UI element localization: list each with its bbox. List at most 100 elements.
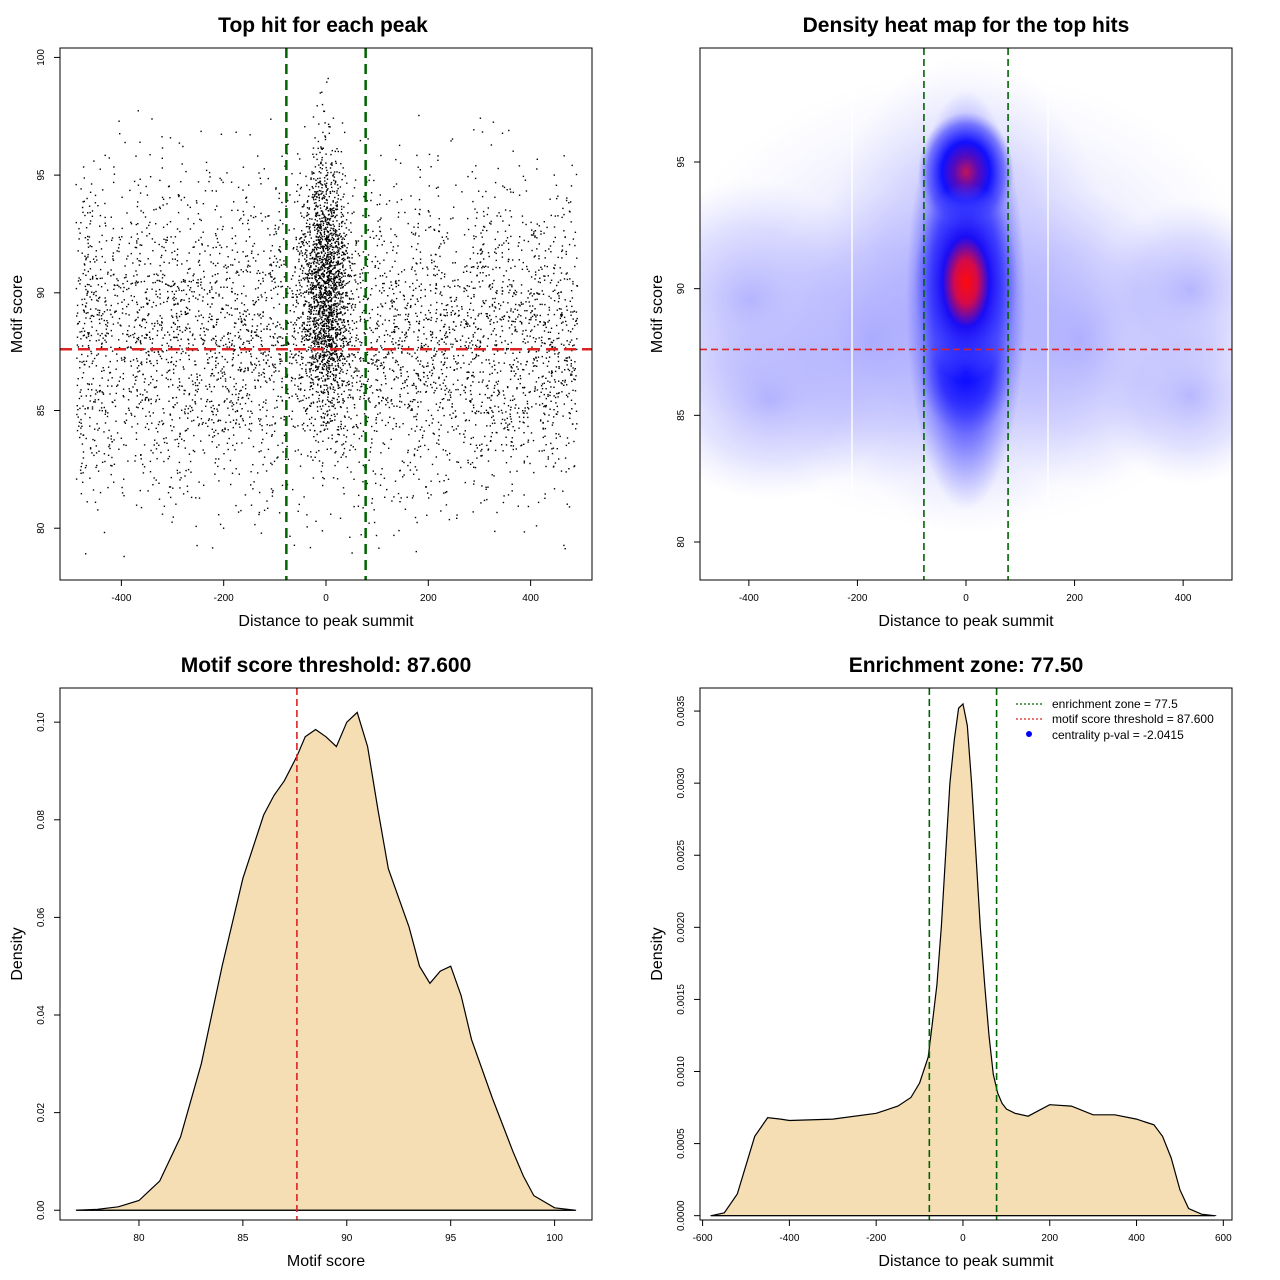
scatter-point bbox=[324, 226, 327, 229]
scatter-point bbox=[230, 344, 233, 347]
scatter-point bbox=[128, 390, 131, 392]
scatter-point bbox=[343, 344, 345, 347]
scatter-point bbox=[497, 231, 499, 233]
scatter-point bbox=[398, 529, 400, 532]
scatter-point bbox=[335, 271, 337, 273]
scatter-point bbox=[136, 274, 138, 276]
scatter-point bbox=[297, 385, 299, 388]
scatter-point bbox=[152, 301, 155, 304]
scatter-point bbox=[227, 389, 230, 391]
scatter-point bbox=[104, 282, 106, 285]
scatter-point bbox=[348, 257, 351, 259]
scatter-point bbox=[438, 343, 440, 346]
scatter-point bbox=[316, 358, 318, 361]
scatter-point bbox=[326, 182, 328, 184]
scatter-point bbox=[331, 324, 333, 327]
scatter-point bbox=[346, 252, 348, 254]
scatter-point bbox=[333, 255, 335, 257]
scatter-point bbox=[450, 343, 452, 345]
scatter-point bbox=[424, 288, 426, 291]
scatter-point bbox=[325, 166, 327, 169]
scatter-point bbox=[510, 324, 513, 326]
scatter-point bbox=[257, 270, 259, 272]
scatter-point bbox=[429, 330, 432, 333]
scatter-point bbox=[562, 321, 564, 323]
scatter-point bbox=[82, 405, 84, 407]
scatter-point bbox=[327, 413, 329, 416]
scatter-point bbox=[494, 368, 496, 371]
scatter-point bbox=[338, 256, 341, 258]
scatter-point bbox=[353, 274, 355, 277]
scatter-point bbox=[412, 233, 414, 235]
scatter-point bbox=[147, 350, 149, 353]
scatter-point bbox=[75, 287, 78, 290]
scatter-point bbox=[253, 481, 255, 483]
scatter-point bbox=[265, 402, 267, 404]
scatter-point bbox=[331, 315, 333, 317]
scatter-point bbox=[134, 376, 136, 378]
scatter-point bbox=[406, 335, 408, 338]
scatter-point bbox=[305, 333, 307, 336]
scatter-point bbox=[318, 307, 321, 309]
scatter-point bbox=[327, 236, 329, 239]
scatter-point bbox=[305, 241, 307, 243]
scatter-point bbox=[107, 385, 109, 387]
scatter-point bbox=[336, 220, 338, 222]
scatter-point bbox=[551, 341, 554, 344]
scatter-point bbox=[325, 315, 327, 317]
scatter-point bbox=[300, 241, 303, 243]
scatter-point bbox=[575, 410, 578, 412]
scatter-point bbox=[147, 275, 149, 278]
scatter-point bbox=[342, 266, 344, 269]
scatter-point bbox=[568, 468, 570, 470]
scatter-point bbox=[99, 384, 101, 387]
scatter-point bbox=[538, 450, 540, 452]
scatter-point bbox=[487, 266, 489, 268]
scatter-point bbox=[342, 244, 344, 247]
scatter-point bbox=[201, 287, 203, 289]
scatter-point bbox=[509, 413, 511, 415]
scatter-point bbox=[104, 261, 106, 263]
scatter-point bbox=[316, 212, 319, 214]
scatter-point bbox=[91, 278, 94, 280]
scatter-point bbox=[339, 293, 341, 295]
scatter-point bbox=[417, 166, 419, 168]
scatter-point bbox=[322, 364, 324, 366]
scatter-point bbox=[553, 349, 556, 352]
scatter-point bbox=[327, 279, 330, 281]
scatter-point bbox=[326, 291, 329, 293]
scatter-point bbox=[397, 327, 400, 330]
scatter-point bbox=[97, 353, 100, 355]
scatter-point bbox=[545, 397, 547, 400]
scatter-point bbox=[380, 217, 382, 219]
scatter-point bbox=[97, 284, 100, 286]
scatter-point bbox=[303, 327, 305, 329]
scatter-point bbox=[464, 386, 466, 388]
scatter-point bbox=[326, 221, 328, 224]
scatter-point bbox=[270, 318, 272, 320]
scatter-point bbox=[356, 375, 358, 377]
scatter-point bbox=[231, 209, 233, 212]
scatter-point bbox=[399, 314, 401, 316]
scatter-point bbox=[320, 193, 322, 195]
scatter-point bbox=[514, 265, 516, 268]
scatter-point bbox=[311, 218, 313, 220]
scatter-point bbox=[250, 339, 252, 341]
scatter-point bbox=[317, 410, 319, 412]
scatter-point bbox=[276, 293, 279, 295]
scatter-point bbox=[341, 122, 344, 124]
scatter-point bbox=[420, 342, 423, 345]
scatter-point bbox=[312, 388, 314, 390]
scatter-point bbox=[517, 378, 519, 380]
scatter-point bbox=[296, 361, 298, 364]
scatter-point bbox=[319, 247, 321, 249]
scatter-point bbox=[144, 348, 146, 350]
scatter-point bbox=[250, 215, 252, 217]
scatter-point bbox=[258, 364, 261, 366]
scatter-point bbox=[91, 210, 94, 212]
scatter-point bbox=[340, 216, 343, 218]
scatter-point bbox=[402, 294, 405, 296]
scatter-point bbox=[202, 231, 204, 233]
scatter-point bbox=[323, 235, 325, 238]
scatter-point bbox=[328, 327, 330, 330]
